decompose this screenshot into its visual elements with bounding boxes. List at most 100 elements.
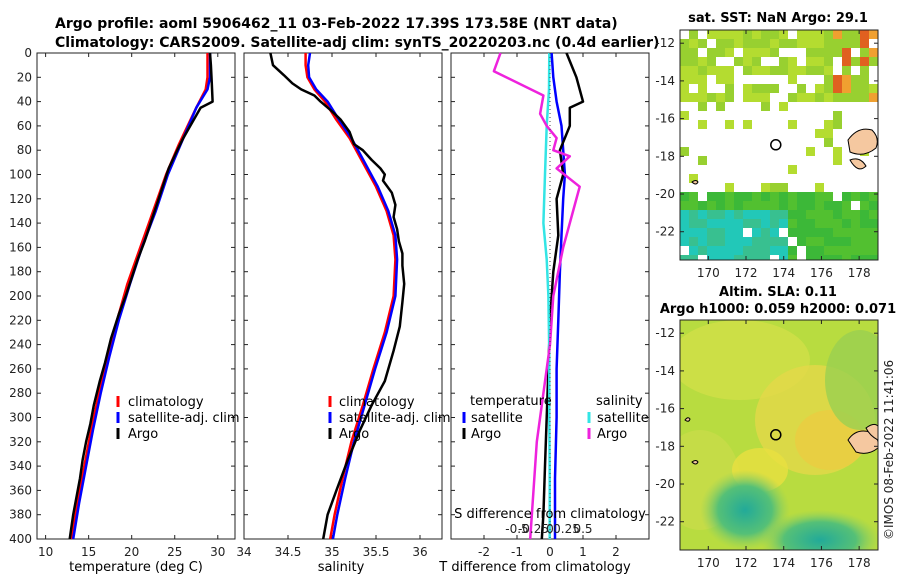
- sst-cell: [734, 255, 743, 260]
- sst-cell: [869, 237, 878, 246]
- sst-cell: [743, 255, 752, 260]
- sst-cell: [689, 246, 698, 255]
- sst-cell: [743, 93, 752, 102]
- sst-cell: [806, 66, 815, 75]
- sst-cell: [833, 93, 842, 102]
- series-argo: [269, 52, 406, 540]
- sla-map-frame: [679, 319, 879, 551]
- sst-cell: [743, 219, 752, 228]
- sst-cell: [824, 57, 833, 66]
- sst-cell: [716, 228, 725, 237]
- sst-cell: [752, 66, 761, 75]
- sst-cell: [842, 48, 851, 57]
- sst-cell: [824, 120, 833, 129]
- sst-cell: [815, 129, 824, 138]
- sst-cell: [680, 210, 689, 219]
- sst-cell: [842, 219, 851, 228]
- sst-cell: [806, 192, 815, 201]
- sst-cell: [824, 219, 833, 228]
- lat-tick-label: -16: [655, 112, 675, 126]
- sst-field: [680, 30, 878, 260]
- lat-tick-label: -14: [655, 74, 675, 88]
- x-tick-label: 35: [324, 545, 339, 559]
- x-tick-label: 25: [167, 545, 182, 559]
- depth-tick-label: 140: [9, 216, 32, 230]
- x-tick-label: 30: [210, 545, 225, 559]
- sst-cell: [842, 66, 851, 75]
- sst-cell: [806, 30, 815, 39]
- sst-cell: [761, 93, 770, 102]
- legend-climatology-label: climatology: [339, 395, 415, 410]
- sst-cell: [851, 57, 860, 66]
- sst-map-title: sat. SST: NaN Argo: 29.1: [688, 11, 868, 26]
- sst-cell: [734, 30, 743, 39]
- sst-cell: [725, 30, 734, 39]
- sst-cell: [842, 30, 851, 39]
- sst-cell: [707, 57, 716, 66]
- sst-cell: [779, 219, 788, 228]
- sst-cell: [734, 246, 743, 255]
- sst-cell: [734, 219, 743, 228]
- sla-map-axes: -12 -14 -16 -18 -20 -22 170 172 174 176 178: [655, 320, 878, 570]
- sst-cell: [860, 84, 869, 93]
- legend-temperature-title: temperature: [470, 394, 552, 409]
- sst-cell: [707, 48, 716, 57]
- sst-cell: [797, 228, 806, 237]
- sst-cell: [860, 93, 869, 102]
- sst-cell: [725, 201, 734, 210]
- sst-cell: [806, 57, 815, 66]
- sst-cell: [797, 210, 806, 219]
- sst-cell: [806, 93, 815, 102]
- sst-cell: [806, 201, 815, 210]
- x-tick-label: 34.5: [275, 545, 302, 559]
- sst-cell: [689, 201, 698, 210]
- sst-cell: [797, 93, 806, 102]
- sst-cell: [770, 210, 779, 219]
- sst-cell: [689, 66, 698, 75]
- sst-cell: [824, 237, 833, 246]
- sst-cell: [680, 57, 689, 66]
- legend-climatology-label: climatology: [128, 395, 204, 410]
- depth-tick-label: 320: [9, 435, 32, 449]
- sst-cell: [761, 228, 770, 237]
- legend-s-satellite-label: satellite: [597, 411, 649, 426]
- sst-cell: [824, 66, 833, 75]
- lon-tick-label: 174: [772, 556, 795, 570]
- sst-cell: [698, 102, 707, 111]
- sst-cell: [869, 48, 878, 57]
- depth-tick-label: 180: [9, 265, 32, 279]
- sst-cell: [689, 219, 698, 228]
- sst-cell: [806, 210, 815, 219]
- sst-cell: [851, 93, 860, 102]
- lon-tick-label: 172: [735, 266, 758, 280]
- sst-cell: [716, 255, 725, 260]
- sst-cell: [779, 66, 788, 75]
- x-tick-label: 1: [579, 545, 587, 559]
- sst-cell: [851, 255, 860, 260]
- sst-cell: [761, 39, 770, 48]
- sst-cell: [725, 228, 734, 237]
- sst-cell: [851, 237, 860, 246]
- sst-cell: [716, 93, 725, 102]
- sst-cell: [716, 237, 725, 246]
- sst-cell: [752, 192, 761, 201]
- sst-cell: [779, 183, 788, 192]
- depth-tick-label: 240: [9, 338, 32, 352]
- lat-tick-label: -18: [655, 149, 675, 163]
- sst-cell: [815, 255, 824, 260]
- sst-cell: [743, 84, 752, 93]
- x-tick-label: 2: [612, 545, 620, 559]
- sst-cell: [716, 192, 725, 201]
- sst-cell: [716, 246, 725, 255]
- sst-cell: [716, 219, 725, 228]
- sst-cell: [824, 30, 833, 39]
- sst-cell: [707, 246, 716, 255]
- top-x-tick-label: -0.25: [518, 522, 549, 536]
- sst-cell: [860, 192, 869, 201]
- sst-cell: [725, 84, 734, 93]
- sst-cell: [860, 237, 869, 246]
- sst-cell: [833, 201, 842, 210]
- sst-cell: [815, 219, 824, 228]
- temperature-legend: climatology satellite-adj. clim Argo: [116, 395, 240, 442]
